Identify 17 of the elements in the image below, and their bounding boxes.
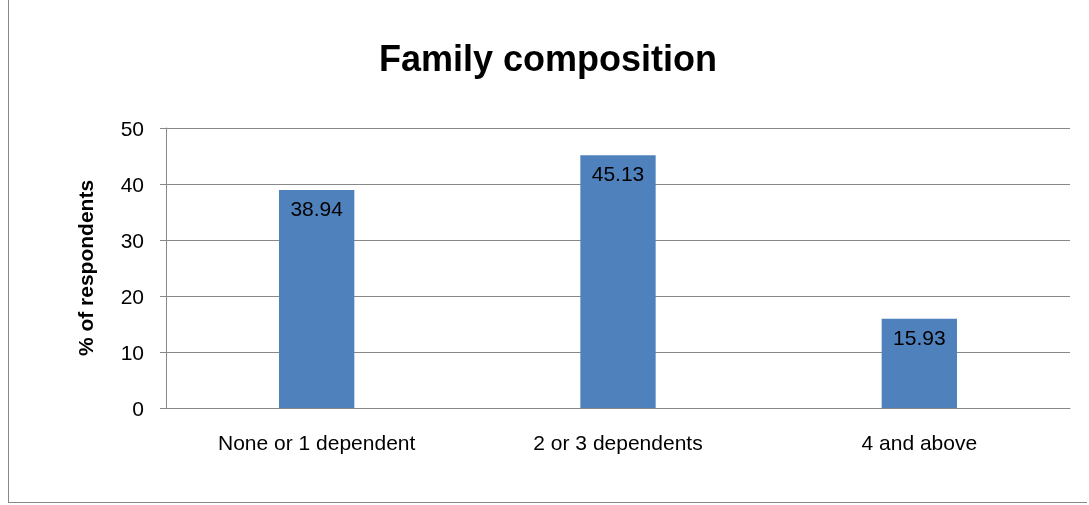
x-tick-label: None or 1 dependent: [218, 431, 416, 454]
data-label: 15.93: [893, 325, 946, 349]
data-label: 38.94: [290, 196, 344, 220]
bar: [279, 189, 355, 408]
bar: [881, 318, 957, 408]
y-tick-label: 30: [120, 228, 144, 252]
bar: [580, 155, 656, 408]
y-axis-title: % of respondents: [74, 179, 97, 357]
y-tick-label: 0: [132, 396, 144, 420]
y-tick-label: 20: [120, 284, 144, 308]
x-tick-label: 4 and above: [861, 431, 978, 454]
y-tick-label: 10: [120, 340, 144, 364]
y-tick-label: 50: [120, 116, 144, 140]
chart-title: Family composition: [378, 37, 718, 79]
data-label: 45.13: [591, 162, 645, 186]
x-tick-label: 2 or 3 dependents: [533, 431, 703, 454]
y-tick-label: 40: [120, 172, 144, 196]
